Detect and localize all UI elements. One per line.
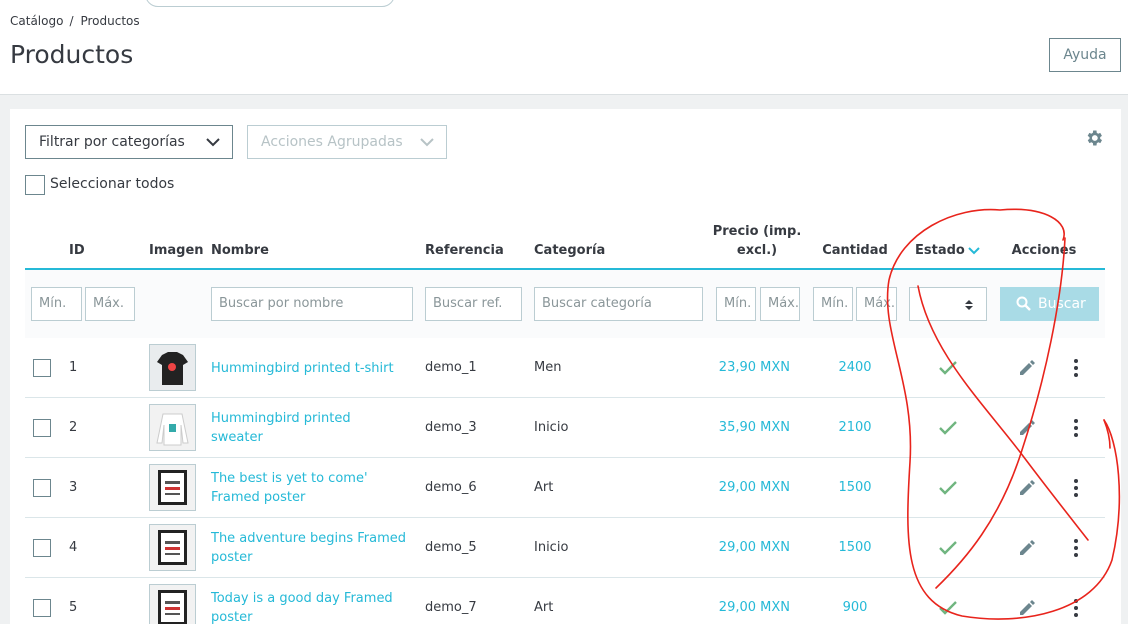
product-price[interactable]: 35,90 MXN (718, 420, 790, 435)
edit-icon[interactable] (1019, 600, 1035, 620)
header-line (25, 268, 1105, 270)
row-divider (25, 457, 1105, 458)
column-header[interactable]: Estado (915, 243, 965, 258)
column-header[interactable]: Cantidad (822, 243, 888, 258)
select-all-checkbox[interactable] (25, 175, 45, 195)
status-enabled-icon[interactable] (938, 480, 958, 500)
product-name[interactable]: Hummingbird printed t-shirt (211, 360, 394, 376)
products-card: Filtrar por categorías Acciones Agrupadas… (10, 109, 1121, 624)
more-actions-icon[interactable] (1074, 599, 1078, 621)
product-quantity[interactable]: 1500 (838, 540, 872, 555)
product-reference: demo_1 (425, 360, 477, 375)
breadcrumb-item: Productos (80, 14, 140, 28)
product-name[interactable]: Today is a good day Framed poster (211, 591, 393, 624)
filter-input[interactable]: Buscar categoría (534, 287, 703, 321)
help-button[interactable]: Ayuda (1049, 38, 1121, 72)
more-actions-icon[interactable] (1074, 359, 1078, 381)
product-price[interactable]: 23,90 MXN (718, 360, 790, 375)
row-checkbox[interactable] (33, 539, 51, 557)
product-name[interactable]: The best is yet to come' Framed poster (211, 471, 368, 505)
product-reference: demo_7 (425, 600, 477, 615)
product-id: 3 (69, 480, 78, 495)
sort-indicator[interactable] (968, 244, 980, 259)
row-checkbox[interactable] (33, 419, 51, 437)
product-reference: demo_3 (425, 420, 477, 435)
filter-input[interactable]: Mín. (813, 287, 853, 321)
product-quantity[interactable]: 2100 (838, 420, 872, 435)
row-divider (25, 517, 1105, 518)
select-all-label[interactable]: Seleccionar todos (50, 176, 175, 192)
product-id: 1 (69, 360, 78, 375)
edit-icon[interactable] (1019, 540, 1035, 560)
settings-icon[interactable] (1084, 128, 1104, 148)
filter-input[interactable]: Máx. (85, 287, 135, 321)
more-actions-icon[interactable] (1074, 419, 1078, 441)
filter-input[interactable]: Mín. (716, 287, 756, 321)
breadcrumb-separator: / (69, 14, 74, 28)
row-checkbox[interactable] (33, 599, 51, 617)
product-name[interactable]: The adventure begins Framed poster (211, 531, 406, 565)
page-header: Catálogo / Productos Productos Ayuda (0, 0, 1128, 95)
edit-icon[interactable] (1019, 360, 1035, 380)
filter-input[interactable]: Máx. (760, 287, 800, 321)
product-quantity[interactable]: 1500 (838, 480, 872, 495)
search-box[interactable] (145, 0, 395, 7)
more-actions-icon[interactable] (1074, 479, 1078, 501)
product-image (149, 344, 196, 391)
column-header: Imagen (149, 243, 204, 258)
column-header[interactable]: Precio (imp. excl.) (712, 224, 802, 258)
product-category: Art (534, 480, 554, 495)
breadcrumb: Catálogo / Productos (10, 14, 140, 28)
status-select[interactable] (909, 287, 987, 321)
status-enabled-icon[interactable] (938, 540, 958, 560)
filter-input[interactable]: Buscar ref. (425, 287, 522, 321)
product-category: Inicio (534, 420, 569, 435)
product-quantity[interactable]: 2400 (838, 360, 872, 375)
product-name[interactable]: Hummingbird printed sweater (211, 411, 351, 445)
product-price[interactable]: 29,00 MXN (718, 480, 790, 495)
more-actions-icon[interactable] (1074, 539, 1078, 561)
product-id: 2 (69, 420, 78, 435)
product-reference: demo_5 (425, 540, 477, 555)
product-category: Art (534, 600, 554, 615)
row-divider (25, 577, 1105, 578)
product-image (149, 404, 196, 451)
column-header[interactable]: Categoría (534, 243, 606, 258)
search-button[interactable]: Buscar (1000, 287, 1099, 321)
status-enabled-icon[interactable] (938, 420, 958, 440)
product-image (149, 464, 196, 511)
product-quantity[interactable]: 900 (842, 600, 868, 615)
status-enabled-icon[interactable] (938, 600, 958, 620)
page-title: Productos (10, 40, 134, 69)
product-id: 4 (69, 540, 78, 555)
edit-icon[interactable] (1019, 420, 1035, 440)
filter-input[interactable]: Buscar por nombre (211, 287, 413, 321)
product-id: 5 (69, 600, 78, 615)
column-header[interactable]: ID (69, 243, 85, 258)
column-header: Acciones (1011, 243, 1077, 258)
breadcrumb-item[interactable]: Catálogo (10, 14, 64, 28)
product-category: Inicio (534, 540, 569, 555)
category-filter[interactable]: Filtrar por categorías (25, 125, 233, 159)
filter-input[interactable]: Máx. (856, 287, 897, 321)
product-price[interactable]: 29,00 MXN (718, 540, 790, 555)
product-price[interactable]: 29,00 MXN (718, 600, 790, 615)
product-image (149, 524, 196, 571)
edit-icon[interactable] (1019, 480, 1035, 500)
filter-input[interactable]: Mín. (31, 287, 82, 321)
column-header[interactable]: Referencia (425, 243, 504, 258)
product-category: Men (534, 360, 562, 375)
row-checkbox[interactable] (33, 479, 51, 497)
column-header[interactable]: Nombre (211, 243, 269, 258)
row-divider (25, 397, 1105, 398)
status-enabled-icon[interactable] (938, 360, 958, 380)
row-checkbox[interactable] (33, 359, 51, 377)
bulk-actions: Acciones Agrupadas (247, 125, 447, 159)
product-reference: demo_6 (425, 480, 477, 495)
product-image (149, 584, 196, 624)
